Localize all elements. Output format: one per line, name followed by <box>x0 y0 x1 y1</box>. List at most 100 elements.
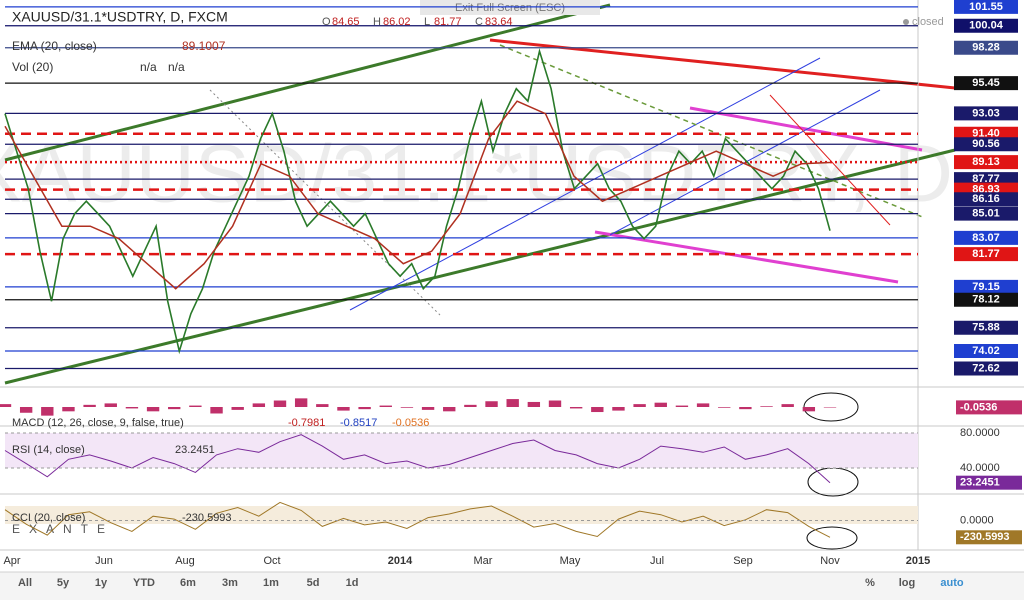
ohlc-value: 86.02 <box>383 16 411 28</box>
x-tick-label: May <box>560 555 581 567</box>
ohlc-value: 83.64 <box>485 16 513 28</box>
histogram-bar <box>62 407 75 412</box>
range-button[interactable]: 1d <box>346 577 359 589</box>
range-button[interactable]: All <box>18 577 32 589</box>
histogram-bar <box>0 404 12 407</box>
histogram-bar <box>696 403 710 407</box>
histogram-bar <box>675 405 689 407</box>
histogram-bar <box>337 407 350 411</box>
histogram-bar <box>506 399 519 407</box>
x-tick-label: Apr <box>3 555 20 567</box>
range-button[interactable]: YTD <box>133 577 155 589</box>
histogram-bar <box>19 407 33 413</box>
histogram-bar <box>464 404 477 407</box>
ohlc-value: 84.65 <box>332 16 360 28</box>
indicator-title: MACD (12, 26, close, 9, false, true) <box>12 417 184 429</box>
level-label: 72.62 <box>972 362 1000 374</box>
indicator-title: RSI (14, close) <box>12 444 85 456</box>
level-label: 86.16 <box>972 193 1000 205</box>
range-button[interactable]: 5d <box>307 577 320 589</box>
histogram-bar <box>210 407 223 414</box>
watermark: XAUUSD/31.1*USDTRY, D <box>0 129 953 220</box>
level-label-bg <box>954 292 1018 307</box>
histogram-bar <box>168 407 181 410</box>
indicator-readout: -230.5993 <box>182 512 232 524</box>
level-label: 81.77 <box>972 248 1000 260</box>
legend-name: EMA (20, close) <box>12 39 97 53</box>
ohlc-label: H <box>373 16 381 28</box>
x-tick-label: Sep <box>733 555 753 567</box>
legend-value: n/a <box>140 60 157 74</box>
level-label-bg <box>954 137 1018 152</box>
level-label: 87.77 <box>972 173 1000 185</box>
x-tick-label: Oct <box>263 555 280 567</box>
level-label: 91.40 <box>972 128 1000 140</box>
rsi-band <box>5 432 918 469</box>
level-label: 101.55 <box>969 1 1003 13</box>
range-button[interactable]: 5y <box>57 577 70 589</box>
histogram-bar <box>485 401 498 407</box>
x-tick-label: 2015 <box>906 555 930 567</box>
histogram-bar <box>400 407 414 408</box>
x-tick-label: Jun <box>95 555 113 567</box>
option-button[interactable]: auto <box>940 577 964 589</box>
trend-line <box>594 230 899 284</box>
range-button[interactable]: 6m <box>180 577 196 589</box>
indicator-readout: 23.2451 <box>175 444 215 456</box>
indicator-readout: -0.0536 <box>392 417 429 429</box>
histogram-bar <box>633 404 646 407</box>
market-status: closed <box>912 16 944 28</box>
level-label-bg <box>954 40 1018 55</box>
histogram-bar <box>760 406 773 407</box>
histogram-bar <box>316 404 329 407</box>
chart-title: XAUUSD/31.1*USDTRY, D, FXCM <box>12 9 228 25</box>
histogram-bar <box>591 407 604 413</box>
range-button[interactable]: 1y <box>95 577 108 589</box>
level-label: 74.02 <box>972 345 1000 357</box>
range-button[interactable]: 1m <box>263 577 279 589</box>
legend-value: n/a <box>168 60 185 74</box>
last-value: -230.5993 <box>960 531 1010 543</box>
x-tick-label: Nov <box>820 555 840 567</box>
histogram-bar <box>802 407 816 412</box>
option-button[interactable]: log <box>899 577 916 589</box>
level-label-bg <box>954 18 1018 33</box>
histogram-bar <box>379 405 392 407</box>
last-value-bg <box>956 530 1022 545</box>
histogram-bar <box>739 407 752 410</box>
histogram-bar <box>41 407 54 416</box>
logo: EXANTE <box>12 522 114 536</box>
level-label-bg <box>954 230 1018 245</box>
level-label: 75.88 <box>972 322 1000 334</box>
option-button[interactable]: % <box>865 577 875 589</box>
level-label: 90.56 <box>972 138 1000 150</box>
histogram-bar <box>718 407 731 408</box>
y-tick-label: 40.0000 <box>960 462 1000 474</box>
histogram-bar <box>104 403 117 407</box>
trend-line <box>209 89 441 316</box>
level-label-bg <box>954 279 1018 294</box>
histogram-bar <box>273 400 287 407</box>
exit-button-bg[interactable] <box>420 0 600 15</box>
exit-fullscreen[interactable]: Exit Full Screen (ESC) <box>455 2 565 14</box>
range-button[interactable]: 3m <box>222 577 238 589</box>
indicator-readout: -0.7981 <box>288 417 325 429</box>
x-tick-label: 2014 <box>388 555 413 567</box>
level-label: 78.12 <box>972 294 1000 306</box>
ohlc-label: O <box>322 16 331 28</box>
histogram-bar <box>823 407 837 408</box>
x-tick-label: Mar <box>474 555 493 567</box>
channel-line <box>349 57 821 311</box>
level-label: 98.28 <box>972 42 1000 54</box>
level-label-bg <box>954 192 1018 207</box>
level-label-bg <box>954 155 1018 170</box>
level-label-bg <box>954 0 1018 14</box>
level-label: 79.15 <box>972 281 1000 293</box>
last-value: 23.2451 <box>960 477 1000 489</box>
last-value: -0.0536 <box>960 401 997 413</box>
histogram-bar <box>146 407 160 412</box>
histogram-bar <box>443 407 456 412</box>
ohlc-label: L <box>424 16 430 28</box>
